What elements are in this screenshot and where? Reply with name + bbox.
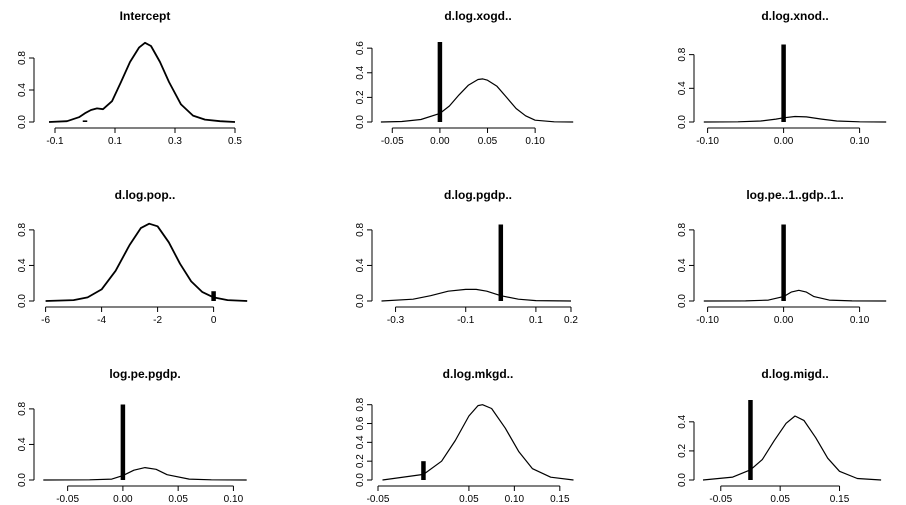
x-tick-label: 0.10 (850, 315, 870, 326)
x-tick-label: 0.00 (774, 315, 794, 326)
x-tick-label: 0.2 (564, 315, 578, 326)
y-tick-label: 0.8 (17, 402, 28, 416)
y-tick-label: 0.0 (17, 473, 28, 487)
x-tick-label: 0.1 (108, 136, 122, 147)
x-tick-label: 0.10 (525, 136, 545, 147)
y-tick-label: 0.0 (17, 115, 28, 129)
y-tick-label: 0.0 (677, 294, 688, 308)
y-tick-label: 0.4 (355, 65, 366, 79)
x-tick-label: 0.10 (850, 136, 870, 147)
y-tick-label: 0.4 (677, 258, 688, 272)
x-tick-label: -0.1 (457, 315, 475, 326)
y-tick-label: 0.8 (355, 397, 366, 411)
y-tick-label: 0.8 (17, 223, 28, 237)
panel-title: d.log.xnod.. (761, 9, 828, 23)
y-tick-label: 0.4 (17, 437, 28, 451)
y-tick-label: 0.8 (677, 223, 688, 237)
y-tick-label: 0.6 (355, 416, 366, 430)
x-tick-label: -0.05 (367, 494, 390, 505)
x-tick-label: 0.1 (529, 315, 543, 326)
x-tick-label: 0.00 (774, 136, 794, 147)
x-tick-label: 0.05 (770, 494, 790, 505)
x-tick-label: 0.00 (113, 494, 133, 505)
density-curve (43, 467, 247, 481)
y-tick-label: 0.0 (17, 294, 28, 308)
y-tick-label: 0.0 (677, 473, 688, 487)
y-tick-label: 0.4 (17, 258, 28, 272)
x-tick-label: 0.5 (228, 136, 242, 147)
y-tick-label: 0.8 (677, 47, 688, 61)
density-panel: d.log.pgdp.. -0.3 -0.1 0.1 0.2 0.0 0.4 0.8 (355, 188, 578, 326)
y-tick-label: 0.4 (355, 435, 366, 449)
density-curve (45, 222, 248, 302)
density-curve (380, 78, 574, 123)
panel-title: log.pe.pgdp. (109, 367, 180, 381)
y-tick-label: 0.6 (355, 41, 366, 55)
y-tick-label: 0.4 (677, 414, 688, 428)
x-tick-label: -0.05 (381, 136, 404, 147)
density-panel: d.log.migd.. -0.05 0.05 0.15 0.0 0.2 0.4 (677, 367, 882, 505)
x-tick-label: 0 (211, 315, 217, 326)
x-tick-label: 0.3 (168, 136, 182, 147)
density-curve (703, 289, 887, 302)
x-tick-label: 0.05 (459, 494, 479, 505)
x-tick-label: 0.15 (830, 494, 850, 505)
y-tick-label: 0.4 (17, 83, 28, 97)
y-tick-label: 0.2 (355, 454, 366, 468)
panel-title: d.log.migd.. (761, 367, 828, 381)
x-tick-label: -2 (153, 315, 162, 326)
x-tick-label: 0.10 (224, 494, 244, 505)
x-tick-label: 0.05 (168, 494, 188, 505)
panel-title: Intercept (120, 9, 171, 23)
x-tick-label: -0.3 (387, 315, 405, 326)
y-tick-label: 0.0 (677, 115, 688, 129)
density-panel: d.log.pop.. -6 -4 -2 0 0.0 0.4 0.8 (17, 188, 248, 326)
panel-title: d.log.pop.. (115, 188, 176, 202)
density-curve (382, 404, 574, 481)
x-tick-label: -0.05 (709, 494, 732, 505)
density-curve (48, 41, 236, 123)
density-panel: Intercept -0.1 0.1 0.3 0.5 0.0 0.4 0.8 (17, 9, 242, 147)
y-tick-label: 0.8 (355, 223, 366, 237)
density-panel: log.pe.pgdp. -0.05 0.00 0.05 0.10 0.0 0.4 0.8 (17, 367, 247, 505)
y-tick-label: 0.2 (677, 444, 688, 458)
panel-title: log.pe..1..gdp..1.. (746, 188, 843, 202)
x-tick-label: -0.1 (46, 136, 64, 147)
x-tick-label: 0.15 (550, 494, 570, 505)
y-tick-label: 0.0 (355, 473, 366, 487)
panel-title: d.log.mkgd.. (443, 367, 514, 381)
density-panel: d.log.xogd.. -0.05 0.00 0.05 0.10 0.0 0.2 0.4 0.… (355, 9, 574, 147)
y-tick-label: 0.8 (17, 51, 28, 65)
x-tick-label: 0.10 (505, 494, 525, 505)
x-tick-label: -4 (97, 315, 106, 326)
density-panel: d.log.mkgd.. -0.05 0.05 0.10 0.15 0.0 0.2 0.4 0.… (355, 367, 574, 505)
x-tick-label: -0.10 (696, 315, 719, 326)
x-tick-label: -0.05 (56, 494, 79, 505)
y-tick-label: 0.0 (355, 115, 366, 129)
x-tick-label: 0.05 (478, 136, 498, 147)
x-tick-label: 0.00 (430, 136, 450, 147)
x-tick-label: -6 (41, 315, 50, 326)
x-tick-label: -0.10 (696, 136, 719, 147)
density-curve (381, 288, 572, 302)
density-curve (703, 115, 887, 123)
y-tick-label: 0.0 (355, 294, 366, 308)
y-tick-label: 0.4 (677, 81, 688, 95)
density-curve (702, 415, 882, 481)
density-panel: d.log.xnod.. -0.10 0.00 0.10 0.0 0.4 0.8 (677, 9, 887, 147)
y-tick-label: 0.4 (355, 258, 366, 272)
density-panel: log.pe..1..gdp..1.. -0.10 0.00 0.10 0.0 0.4 0.… (677, 188, 887, 326)
panel-title: d.log.pgdp.. (444, 188, 512, 202)
panel-title: d.log.xogd.. (444, 9, 511, 23)
y-tick-label: 0.2 (355, 90, 366, 104)
